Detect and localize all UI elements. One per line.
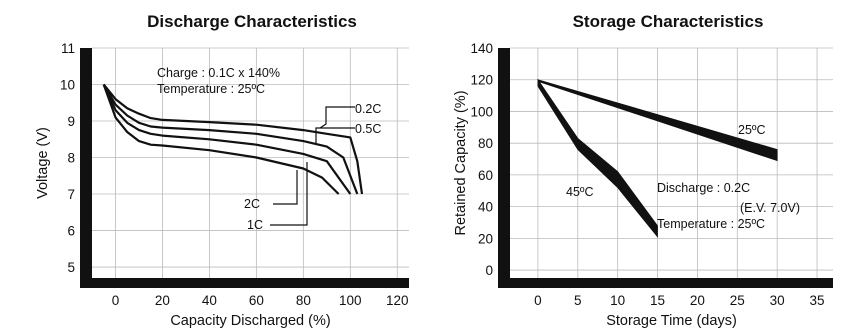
x-tick-label: 80 <box>296 293 311 308</box>
y-axis-bar <box>80 48 92 288</box>
x-tick-label: 5 <box>574 293 582 308</box>
series-leader-line <box>270 162 308 226</box>
y-tick-label: 0 <box>485 263 493 278</box>
y-tick-label: 40 <box>478 200 493 215</box>
y-tick-label: 9 <box>67 114 75 129</box>
y-tick-label: 100 <box>470 104 493 119</box>
series-leader-line <box>315 127 355 144</box>
x-tick-label: 30 <box>770 293 785 308</box>
x-tick-label: 40 <box>202 293 217 308</box>
y-tick-label: 60 <box>478 168 493 183</box>
annotation-temperature: Temperature : 25ºC <box>657 217 765 231</box>
y-tick-label: 10 <box>60 78 75 93</box>
x-tick-label: 0 <box>534 293 542 308</box>
x-axis-bar <box>80 278 409 288</box>
annotation-charge: Charge : 0.1C x 140% <box>157 66 280 80</box>
x-tick-label: 10 <box>610 293 625 308</box>
y-axis-bar <box>498 48 510 288</box>
series-label: 2C <box>244 197 260 211</box>
series-leader-line <box>273 170 298 205</box>
y-tick-label: 20 <box>478 231 493 246</box>
x-tick-label: 20 <box>155 293 170 308</box>
y-axis-label: Retained Capacity (%) <box>453 90 469 235</box>
y-tick-label: 120 <box>470 73 493 88</box>
chart-title: Discharge Characteristics <box>147 12 357 31</box>
series-label-25c: 25ºC <box>738 123 766 137</box>
x-tick-label: 0 <box>112 293 120 308</box>
y-tick-label: 6 <box>67 224 75 239</box>
x-tick-label: 35 <box>810 293 825 308</box>
series-leader-line <box>319 106 355 129</box>
x-axis-label: Storage Time (days) <box>606 313 737 329</box>
series-label-45c: 45ºC <box>566 185 594 199</box>
x-tick-label: 25 <box>730 293 745 308</box>
storage-chart: Storage Characteristics 0 5 10 15 20 25 30 35 0 20… <box>453 12 833 329</box>
discharge-chart: Discharge Characteristics 0 20 40 60 80 100 120… <box>35 12 409 329</box>
y-tick-label: 5 <box>67 260 75 275</box>
chart-title: Storage Characteristics <box>573 12 764 31</box>
series-line-1c <box>102 84 352 195</box>
y-axis-label: Voltage (V) <box>35 127 51 199</box>
x-tick-label: 60 <box>249 293 264 308</box>
x-tick-label: 100 <box>339 293 362 308</box>
x-axis-label: Capacity Discharged (%) <box>170 313 330 329</box>
y-tick-label: 8 <box>67 151 75 166</box>
series-label: 0.5C <box>355 122 381 136</box>
annotation-temperature: Temperature : 25ºC <box>157 82 265 96</box>
x-tick-label: 20 <box>690 293 705 308</box>
y-tick-label: 11 <box>61 41 75 56</box>
annotation-end-voltage: (E.V. 7.0V) <box>740 201 800 215</box>
x-tick-label: 15 <box>650 293 665 308</box>
series-label: 0.2C <box>355 102 381 116</box>
series-line-0.5c <box>102 83 359 195</box>
y-tick-label: 7 <box>67 187 75 202</box>
series-band-45c <box>537 78 658 238</box>
x-tick-label: 120 <box>386 293 409 308</box>
series-line-0.2c <box>102 83 364 195</box>
y-tick-label: 140 <box>470 41 493 56</box>
x-axis-bar <box>498 278 833 288</box>
series-label: 1C <box>247 218 263 232</box>
annotation-discharge: Discharge : 0.2C <box>657 181 750 195</box>
series-line-2c <box>102 84 340 195</box>
y-tick-label: 80 <box>478 136 493 151</box>
